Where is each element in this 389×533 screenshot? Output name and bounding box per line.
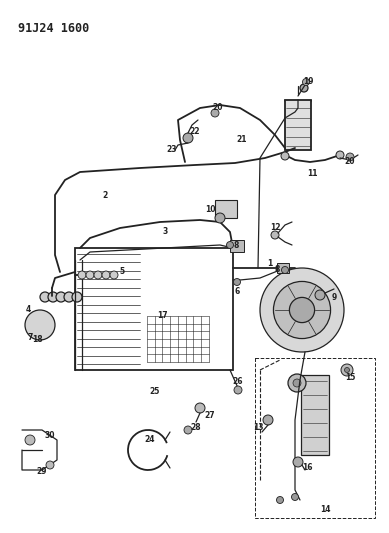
Text: 20: 20 — [213, 103, 223, 112]
Bar — [285, 100, 311, 150]
Text: 29: 29 — [37, 467, 47, 477]
Text: 4: 4 — [25, 305, 31, 314]
Circle shape — [346, 153, 354, 161]
Text: 24: 24 — [145, 435, 155, 445]
Text: 26: 26 — [233, 377, 243, 386]
Circle shape — [233, 279, 240, 286]
Circle shape — [298, 343, 306, 351]
Bar — [277, 263, 289, 273]
Circle shape — [226, 241, 233, 248]
Circle shape — [266, 325, 274, 333]
Text: 18: 18 — [32, 335, 42, 344]
Circle shape — [183, 133, 193, 143]
Text: 8: 8 — [274, 265, 280, 274]
Circle shape — [184, 426, 192, 434]
Circle shape — [330, 325, 338, 333]
Circle shape — [195, 403, 205, 413]
Circle shape — [280, 338, 287, 346]
Text: 27: 27 — [205, 410, 216, 419]
Text: 15: 15 — [345, 374, 355, 383]
Circle shape — [293, 457, 303, 467]
Circle shape — [300, 84, 308, 92]
Circle shape — [64, 292, 74, 302]
Text: 17: 17 — [157, 311, 167, 319]
Circle shape — [341, 364, 353, 376]
Circle shape — [234, 386, 242, 394]
Text: 2: 2 — [102, 190, 108, 199]
Circle shape — [48, 292, 58, 302]
Circle shape — [261, 306, 269, 314]
Circle shape — [271, 231, 279, 239]
Text: 21: 21 — [237, 135, 247, 144]
Text: 13: 13 — [253, 424, 263, 432]
Circle shape — [211, 109, 219, 117]
Circle shape — [78, 271, 86, 279]
Circle shape — [25, 435, 35, 445]
Text: 25: 25 — [150, 387, 160, 397]
Text: 3: 3 — [162, 228, 168, 237]
Circle shape — [317, 338, 324, 346]
Bar — [215, 200, 237, 218]
Text: 23: 23 — [167, 146, 177, 155]
Text: 10: 10 — [205, 206, 215, 214]
Circle shape — [273, 281, 331, 338]
Circle shape — [281, 152, 289, 160]
Text: 22: 22 — [190, 127, 200, 136]
Circle shape — [215, 213, 225, 223]
Circle shape — [266, 287, 274, 295]
Circle shape — [46, 461, 54, 469]
Circle shape — [330, 287, 338, 295]
Circle shape — [263, 415, 273, 425]
Text: 28: 28 — [191, 423, 202, 432]
Text: 8: 8 — [233, 240, 239, 249]
Circle shape — [86, 271, 94, 279]
Text: 11: 11 — [307, 168, 317, 177]
Circle shape — [291, 494, 298, 500]
Text: 20: 20 — [345, 157, 355, 166]
Circle shape — [293, 379, 301, 387]
Circle shape — [315, 290, 325, 300]
Text: 7: 7 — [27, 334, 33, 343]
Circle shape — [303, 78, 310, 85]
Circle shape — [25, 310, 55, 340]
Text: 19: 19 — [303, 77, 313, 86]
Bar — [301, 375, 329, 455]
Circle shape — [288, 374, 306, 392]
Circle shape — [102, 271, 110, 279]
Circle shape — [317, 274, 324, 282]
Circle shape — [335, 306, 343, 314]
Circle shape — [298, 269, 306, 277]
Circle shape — [110, 271, 118, 279]
Text: 14: 14 — [320, 505, 330, 514]
Circle shape — [94, 271, 102, 279]
Circle shape — [280, 274, 287, 282]
Circle shape — [336, 151, 344, 159]
Text: 1: 1 — [267, 259, 273, 268]
Text: 9: 9 — [331, 293, 336, 302]
Circle shape — [260, 268, 344, 352]
Circle shape — [277, 497, 284, 504]
Circle shape — [72, 292, 82, 302]
Text: 16: 16 — [302, 463, 312, 472]
Text: 6: 6 — [235, 287, 240, 296]
Circle shape — [289, 297, 315, 322]
Circle shape — [56, 292, 66, 302]
Bar — [255, 358, 375, 518]
Bar — [230, 240, 244, 252]
Text: 5: 5 — [119, 268, 124, 277]
Text: 12: 12 — [270, 223, 280, 232]
Text: 30: 30 — [45, 431, 55, 440]
Circle shape — [345, 367, 349, 373]
Text: 91J24 1600: 91J24 1600 — [18, 22, 89, 35]
Circle shape — [40, 292, 50, 302]
Bar — [75, 248, 233, 370]
Circle shape — [282, 266, 289, 273]
